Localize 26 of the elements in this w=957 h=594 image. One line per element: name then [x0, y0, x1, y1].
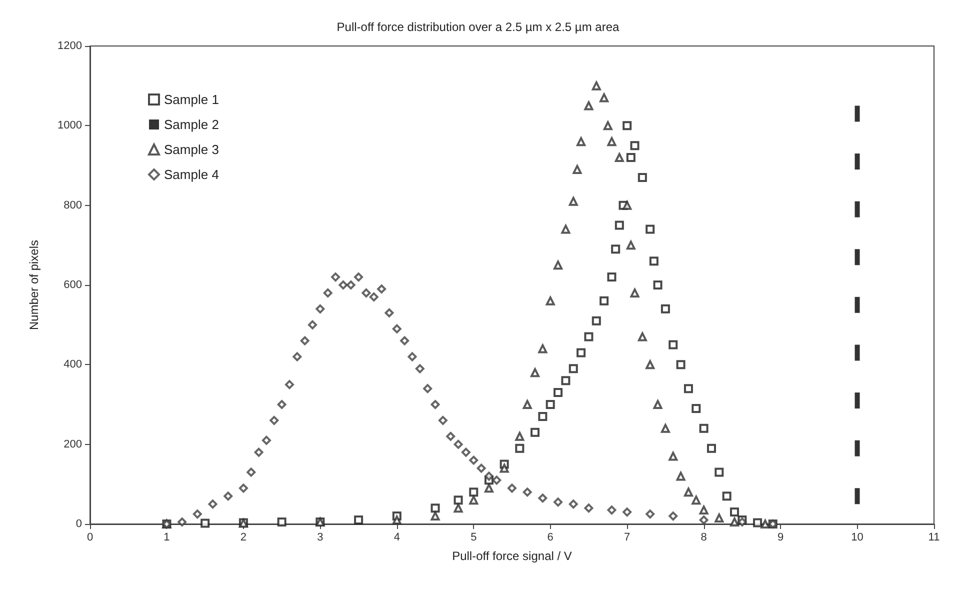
x-tick-label: 0 — [86, 532, 94, 544]
y-axis-title: Number of pixels — [27, 240, 41, 330]
x-tick-label: 2 — [240, 532, 247, 544]
y-tick-label: 800 — [64, 199, 82, 212]
x-tick-label: 4 — [394, 532, 400, 544]
x-tick-label: 11 — [928, 532, 940, 544]
x-tick-label: 6 — [547, 532, 554, 544]
y-tick-label: 1000 — [58, 120, 82, 132]
chart-title: Pull-off force distribution over a 2.5 µm x 2.5 µm area — [336, 20, 620, 34]
x-tick-label: 8 — [700, 532, 707, 544]
y-tick-label: 400 — [64, 358, 82, 371]
legend-label: Sample 3 — [164, 142, 219, 157]
y-tick-label: 200 — [64, 438, 82, 450]
x-tick-label: 9 — [777, 532, 784, 544]
x-tick-label: 10 — [851, 532, 864, 544]
y-tick-label: 0 — [76, 518, 82, 530]
x-tick-label: 3 — [317, 532, 324, 544]
legend-label: Sample 4 — [164, 167, 219, 182]
legend-label: Sample 2 — [164, 117, 219, 132]
x-tick-label: 5 — [470, 532, 477, 544]
y-tick-label: 1200 — [58, 40, 82, 52]
x-axis-title: Pull-off force signal / V — [452, 549, 572, 563]
legend-label: Sample 1 — [164, 92, 219, 107]
x-tick-label: 1 — [164, 532, 170, 544]
y-tick-label: 600 — [64, 279, 82, 291]
x-tick-label: 7 — [624, 532, 630, 544]
